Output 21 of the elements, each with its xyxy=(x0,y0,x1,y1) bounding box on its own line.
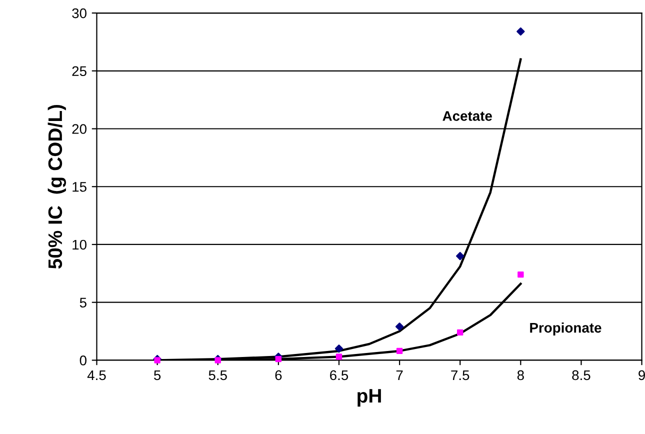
y-tick-label: 0 xyxy=(80,356,86,366)
x-axis-title: pH xyxy=(358,389,381,407)
x-tick-label: 7.5 xyxy=(451,370,470,380)
x-tick-label: 8.5 xyxy=(572,370,590,380)
x-tick-label: 5.5 xyxy=(208,370,227,380)
y-tick-label: 5 xyxy=(80,298,86,308)
x-tick-label: 6 xyxy=(275,370,282,380)
y-tick-label: 10 xyxy=(72,240,86,250)
x-tick-label: 9 xyxy=(638,370,645,380)
y-tick-label: 20 xyxy=(72,124,86,134)
x-tick-label: 6.5 xyxy=(330,370,348,380)
y-axis-title: 50% IC (g COD/L) xyxy=(48,104,66,269)
x-tick-label: 8 xyxy=(517,370,524,380)
x-tick-label: 4.5 xyxy=(87,370,106,380)
x-tick-label: 5 xyxy=(154,370,161,380)
y-tick-label: 25 xyxy=(72,66,86,76)
annotation: Acetate xyxy=(442,111,492,121)
annotation: Propionate xyxy=(530,322,602,336)
y-tick-label: 30 xyxy=(72,8,86,18)
y-tick-label: 15 xyxy=(72,182,86,192)
x-tick-label: 7 xyxy=(396,370,403,380)
